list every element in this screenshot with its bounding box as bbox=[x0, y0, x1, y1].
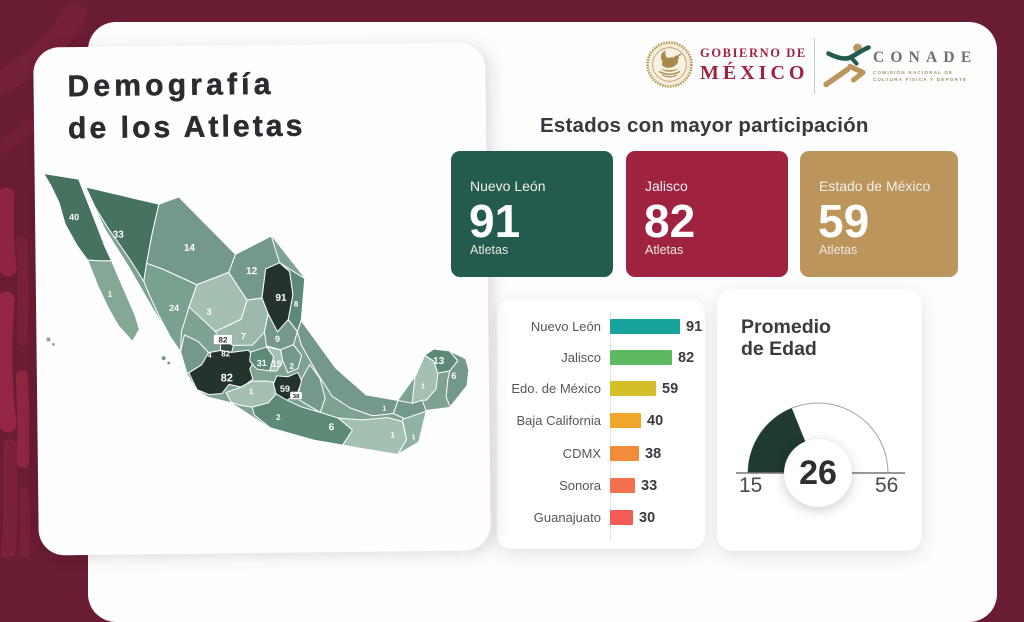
svg-text:24: 24 bbox=[169, 303, 179, 313]
svg-text:2: 2 bbox=[276, 413, 281, 422]
svg-text:4: 4 bbox=[208, 353, 212, 360]
svg-text:13: 13 bbox=[433, 356, 445, 367]
svg-text:40: 40 bbox=[69, 212, 79, 222]
svg-text:82: 82 bbox=[221, 372, 233, 384]
svg-text:91: 91 bbox=[275, 293, 287, 304]
svg-text:15: 15 bbox=[739, 474, 762, 497]
svg-text:38: 38 bbox=[293, 394, 300, 400]
svg-text:14: 14 bbox=[184, 243, 196, 254]
svg-text:15: 15 bbox=[272, 359, 282, 369]
svg-text:8: 8 bbox=[294, 300, 299, 309]
svg-text:59: 59 bbox=[280, 384, 290, 394]
svg-text:6: 6 bbox=[329, 422, 335, 433]
svg-text:6: 6 bbox=[451, 371, 456, 381]
svg-text:12: 12 bbox=[246, 266, 258, 277]
svg-text:82: 82 bbox=[221, 349, 231, 358]
svg-text:1: 1 bbox=[421, 383, 425, 390]
svg-text:1: 1 bbox=[382, 406, 386, 413]
svg-text:1: 1 bbox=[390, 430, 395, 439]
svg-text:31: 31 bbox=[257, 358, 267, 368]
svg-text:1: 1 bbox=[108, 290, 113, 299]
svg-text:7: 7 bbox=[241, 331, 246, 341]
svg-text:82: 82 bbox=[218, 335, 228, 344]
svg-text:33: 33 bbox=[113, 230, 125, 241]
svg-text:1: 1 bbox=[249, 387, 254, 396]
svg-text:2: 2 bbox=[289, 362, 294, 371]
svg-text:3: 3 bbox=[207, 307, 212, 317]
svg-text:1: 1 bbox=[412, 434, 416, 441]
svg-text:56: 56 bbox=[875, 474, 898, 497]
svg-text:9: 9 bbox=[275, 334, 280, 344]
